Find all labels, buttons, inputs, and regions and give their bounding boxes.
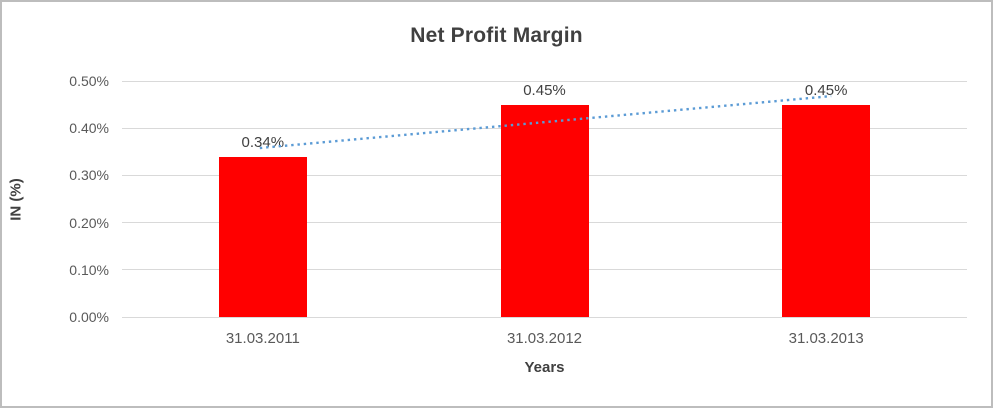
x-tick-label: 31.03.2012 (506, 330, 583, 347)
bar-31.03.2012 (500, 104, 589, 317)
x-tick-label: 31.03.2011 (225, 330, 300, 347)
y-tick-label: 0.30% (69, 167, 109, 184)
bar-31.03.2011 (218, 156, 307, 317)
x-tick-label: 31.03.2013 (788, 330, 864, 347)
y-tick-label: 0.50% (69, 73, 109, 89)
y-axis-title: IN (%) (7, 178, 25, 221)
y-tick-label: 0.00% (69, 309, 109, 325)
y-tick-label: 0.40% (69, 120, 109, 137)
y-tick-label: 0.20% (69, 214, 109, 231)
chart-title: Net Profit Margin (410, 24, 583, 47)
bar-31.03.2013 (782, 104, 871, 317)
x-axis-title: Years (524, 359, 565, 376)
y-tick-label: 0.10% (69, 261, 109, 278)
bar-value-label: 0.45% (804, 81, 848, 99)
gridline (122, 316, 967, 318)
bar-value-label: 0.45% (523, 81, 566, 99)
gridline (122, 80, 967, 82)
bar-value-label: 0.34% (241, 133, 285, 151)
